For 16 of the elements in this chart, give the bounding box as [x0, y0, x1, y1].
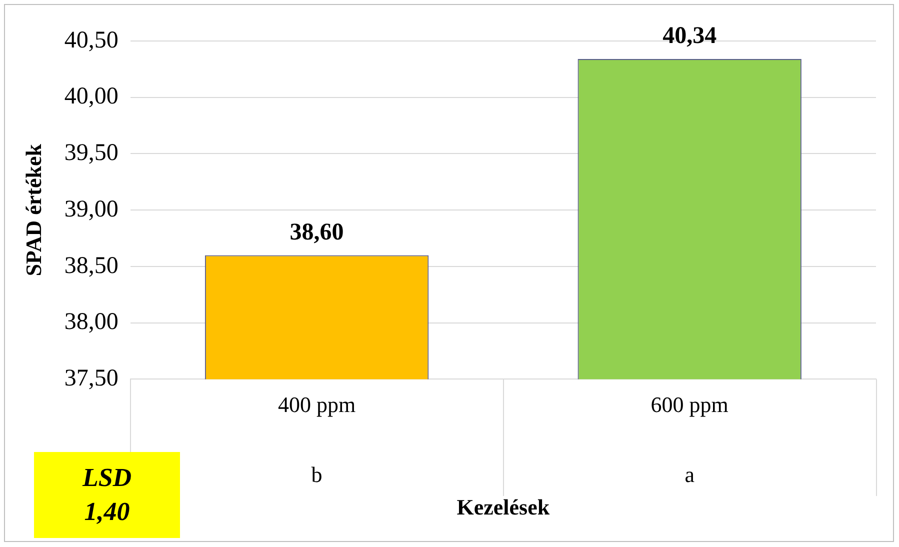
y-tick-label: 38,00	[64, 309, 118, 336]
text: a	[684, 462, 695, 487]
x-axis-title: Kezelések	[456, 494, 550, 520]
text: LSD 1,40	[81, 462, 133, 528]
y-tick-label: 37,50	[64, 365, 118, 392]
y-tick-label: 40,00	[64, 84, 118, 110]
text: b	[311, 462, 322, 487]
x-tick-label: 600 ppm	[650, 392, 728, 418]
y-tick-label: 39,50	[64, 140, 118, 166]
x-tick-label: 400 ppm	[278, 392, 356, 418]
y-tick-label: 38,50	[64, 252, 118, 279]
y-tick-label: 39,00	[64, 196, 118, 222]
y-tick-label: 40,50	[64, 27, 118, 54]
y-axis-title: SPAD értékek	[20, 143, 46, 276]
data-label: 38,60	[290, 219, 344, 246]
data-label: 40,34	[662, 23, 717, 50]
